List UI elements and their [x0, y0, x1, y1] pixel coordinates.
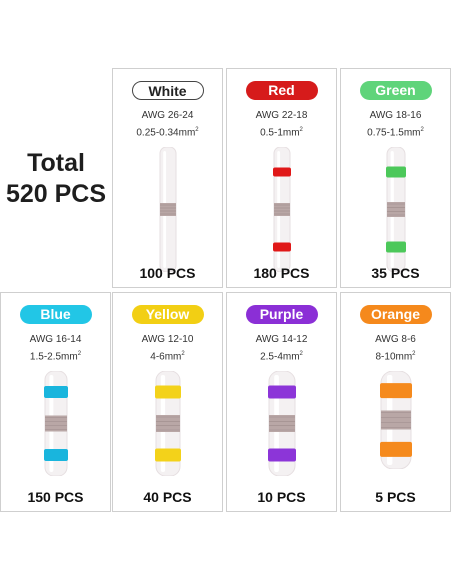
solder-band — [380, 410, 411, 430]
awg-range: AWG 26-24 — [141, 110, 194, 121]
color-ring-top — [43, 386, 68, 398]
awg-range: AWG 16-14 — [29, 334, 82, 345]
solder-sleeve-icon — [272, 146, 291, 273]
color-ring-bottom — [43, 449, 68, 461]
color-ring-bottom — [379, 441, 412, 457]
color-label-pill: Yellow — [131, 305, 204, 324]
color-ring-top — [267, 385, 296, 399]
cross-section-range: 8-10mm2 — [375, 351, 416, 363]
product-card-green: Green AWG 18-16 0.75-1.5mm2 35 PCS — [340, 68, 451, 288]
color-label-pill: Blue — [19, 305, 92, 324]
solder-sleeve-image — [272, 146, 292, 277]
cross-section-range: 0.5-1mm2 — [260, 127, 303, 139]
color-ring-top — [154, 385, 181, 399]
solder-sleeve-image — [158, 146, 178, 277]
color-ring-top — [272, 167, 291, 177]
cross-section-range: 1.5-2.5mm2 — [29, 351, 82, 363]
product-card-orange: Orange AWG 8-6 8-10mm2 5 PCS — [340, 292, 451, 512]
color-label-pill: Purple — [245, 305, 318, 324]
piece-count: 100 PCS — [139, 265, 196, 281]
color-ring-top — [379, 383, 412, 399]
cross-section-range: 2.5-4mm2 — [260, 351, 303, 363]
piece-count: 180 PCS — [253, 265, 310, 281]
solder-band — [155, 415, 180, 432]
product-card-red: Red AWG 22-18 0.5-1mm2 180 PCS — [226, 68, 337, 288]
awg-range: AWG 8-6 — [375, 334, 416, 345]
cross-section-range: 0.75-1.5mm2 — [367, 127, 424, 139]
color-ring-bottom — [154, 448, 181, 462]
solder-sleeve-icon — [267, 370, 296, 477]
color-label-pill: Orange — [359, 305, 432, 324]
solder-sleeve-image — [385, 146, 407, 277]
product-card-white: White AWG 26-24 0.25-0.34mm2 100 PCS — [112, 68, 223, 288]
cross-section-range: 4-6mm2 — [150, 351, 185, 363]
awg-range: AWG 18-16 — [369, 110, 422, 121]
color-ring-bottom — [272, 242, 291, 252]
product-card-blue: Blue AWG 16-14 1.5-2.5mm2 150 PCS — [0, 292, 111, 512]
solder-sleeve-image — [379, 370, 413, 474]
solder-sleeve-icon — [159, 146, 176, 273]
total-label: Total — [27, 149, 85, 177]
color-ring-top — [385, 166, 406, 178]
color-label-pill: Red — [245, 81, 318, 100]
awg-range: AWG 12-10 — [141, 334, 194, 345]
color-ring-bottom — [385, 241, 406, 253]
solder-band — [273, 203, 290, 216]
solder-sleeve-icon — [154, 370, 181, 477]
solder-sleeve-icon — [43, 370, 68, 477]
piece-count: 5 PCS — [375, 489, 416, 505]
product-card-purple: Purple AWG 14-12 2.5-4mm2 10 PCS — [226, 292, 337, 512]
solder-sleeve-image — [267, 370, 297, 481]
piece-count: 10 PCS — [257, 489, 306, 505]
solder-band — [386, 202, 405, 217]
solder-band — [159, 203, 176, 216]
solder-sleeve-icon — [385, 146, 406, 273]
solder-sleeve-icon — [379, 370, 412, 470]
cross-section-range: 0.25-0.34mm2 — [136, 127, 199, 139]
solder-sleeve-image — [154, 370, 182, 481]
awg-range: AWG 22-18 — [255, 110, 308, 121]
solder-sleeve-image — [43, 370, 69, 481]
awg-range: AWG 14-12 — [255, 334, 308, 345]
color-label-pill: White — [131, 81, 204, 100]
piece-count: 35 PCS — [371, 265, 420, 281]
solder-band — [44, 415, 67, 432]
solder-band — [268, 415, 295, 432]
product-card-yellow: Yellow AWG 12-10 4-6mm2 40 PCS — [112, 292, 223, 512]
total-summary: Total 520 PCS — [0, 148, 112, 210]
piece-count: 40 PCS — [143, 489, 192, 505]
color-label-pill: Green — [359, 81, 432, 100]
total-count: 520 PCS — [5, 180, 107, 208]
color-ring-bottom — [267, 448, 296, 462]
piece-count: 150 PCS — [27, 489, 84, 505]
